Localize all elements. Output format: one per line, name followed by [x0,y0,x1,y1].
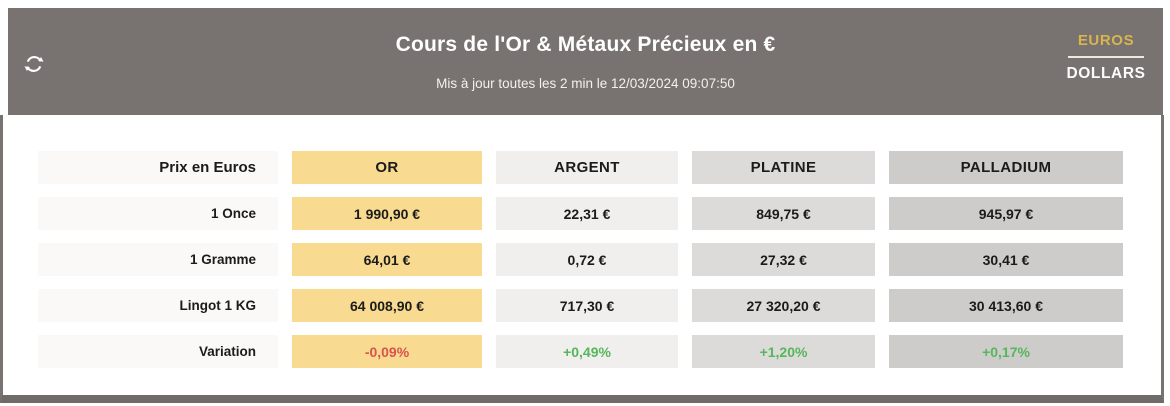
variation-palladium: +0,17% [889,335,1123,368]
page-title: Cours de l'Or & Métaux Précieux en € [395,33,776,56]
update-status: Mis à jour toutes les 2 min le 12/03/202… [436,76,735,91]
price-once-palladium: 945,97 € [889,197,1123,230]
currency-toggle[interactable]: EUROS DOLLARS [1062,32,1150,83]
table-corner-label: Prix en Euros [38,151,278,184]
price-lingot-platine: 27 320,20 € [692,289,875,322]
variation-argent: +0,49% [496,335,678,368]
price-table: Prix en Euros OR ARGENT PLATINE PALLADIU… [38,151,1161,368]
toggle-divider [1068,56,1144,58]
row-label-gramme: 1 Gramme [38,243,278,276]
price-table-frame: Prix en Euros OR ARGENT PLATINE PALLADIU… [0,115,1164,403]
column-header-argent: ARGENT [496,151,678,184]
price-once-or: 1 990,90 € [292,197,482,230]
column-header-platine: PLATINE [692,151,875,184]
price-lingot-argent: 717,30 € [496,289,678,322]
price-once-platine: 849,75 € [692,197,875,230]
column-header-or: OR [292,151,482,184]
currency-option-dollars[interactable]: DOLLARS [1066,65,1146,82]
price-gramme-platine: 27,32 € [692,243,875,276]
variation-or: -0,09% [292,335,482,368]
currency-option-euros[interactable]: EUROS [1077,32,1135,49]
price-gramme-argent: 0,72 € [496,243,678,276]
price-lingot-or: 64 008,90 € [292,289,482,322]
price-gramme-palladium: 30,41 € [889,243,1123,276]
row-label-once: 1 Once [38,197,278,230]
price-lingot-palladium: 30 413,60 € [889,289,1123,322]
row-label-lingot: Lingot 1 KG [38,289,278,322]
variation-platine: +1,20% [692,335,875,368]
refresh-icon [23,55,45,78]
price-gramme-or: 64,01 € [292,243,482,276]
price-once-argent: 22,31 € [496,197,678,230]
header-bar: Cours de l'Or & Métaux Précieux en € Mis… [8,8,1163,115]
refresh-button[interactable] [21,52,47,78]
row-label-variation: Variation [38,335,278,368]
column-header-palladium: PALLADIUM [889,151,1123,184]
